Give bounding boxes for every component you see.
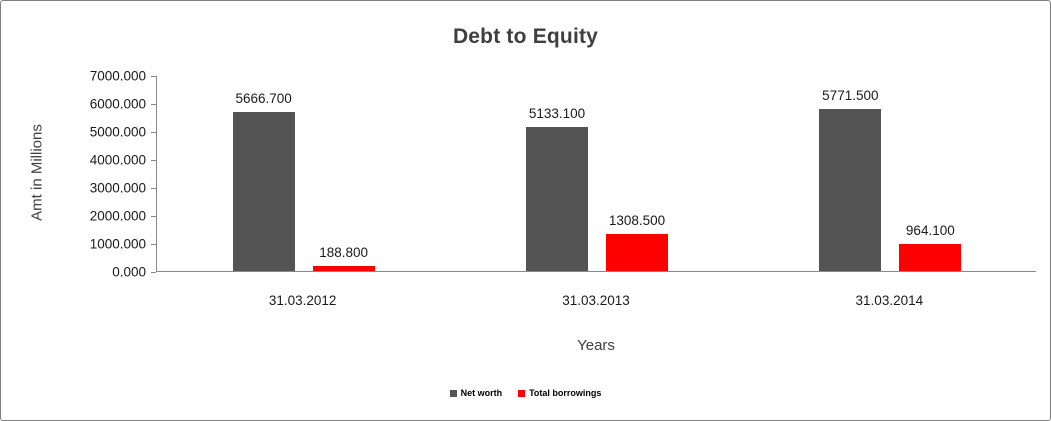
legend-item: Total borrowings — [518, 388, 601, 398]
y-tick-mark — [151, 160, 156, 161]
legend: Net worth Total borrowings — [1, 388, 1050, 398]
plot-area: 5666.700 188.800 5133.100 1308.500 5771.500 9… — [156, 76, 1036, 272]
legend-label: Net worth — [460, 388, 503, 398]
y-tick-label: 0.000 — [112, 264, 146, 280]
legend-swatch — [518, 389, 526, 397]
bar-value-label: 188.800 — [319, 244, 369, 260]
y-tick-mark — [151, 216, 156, 217]
legend-label: Total borrowings — [529, 388, 602, 398]
x-axis-title: Years — [577, 337, 615, 354]
bar-total-borrowings — [899, 244, 962, 271]
y-tick-mark — [151, 76, 156, 77]
x-tick-label: 31.03.2012 — [268, 293, 337, 308]
bar-net-worth — [819, 109, 882, 271]
y-tick-label: 1000.000 — [89, 236, 146, 252]
y-tick-label: 4000.000 — [89, 152, 146, 168]
y-tick-mark — [151, 244, 156, 245]
y-tick-mark — [151, 104, 156, 105]
legend-item: Net worth — [449, 388, 503, 398]
bar-value-label: 1308.500 — [608, 213, 666, 229]
y-tick-mark — [151, 272, 156, 273]
bar-total-borrowings — [606, 234, 668, 271]
y-tick-label: 6000.000 — [89, 96, 146, 112]
y-tick-label: 7000.000 — [89, 68, 146, 84]
bar-value-label: 5666.700 — [235, 91, 292, 107]
bar-value-label: 964.100 — [905, 223, 955, 239]
x-tick-label: 31.03.2014 — [855, 293, 924, 308]
y-tick-label: 3000.000 — [89, 180, 146, 196]
y-tick-label: 5000.000 — [89, 124, 146, 140]
bar-total-borrowings — [312, 265, 375, 271]
chart-title: Debt to Equity — [452, 25, 599, 48]
y-tick-mark — [151, 188, 156, 189]
bar-net-worth — [526, 127, 588, 271]
bar-value-label: 5133.100 — [528, 106, 586, 122]
y-tick-mark — [151, 132, 156, 133]
legend-swatch — [449, 389, 457, 397]
bar-value-label: 5771.500 — [822, 88, 879, 104]
bar-net-worth — [232, 112, 295, 271]
y-tick-label: 2000.000 — [89, 208, 146, 224]
x-tick-label: 31.03.2013 — [562, 293, 630, 308]
y-axis-title: Amt in Millions — [28, 124, 46, 221]
